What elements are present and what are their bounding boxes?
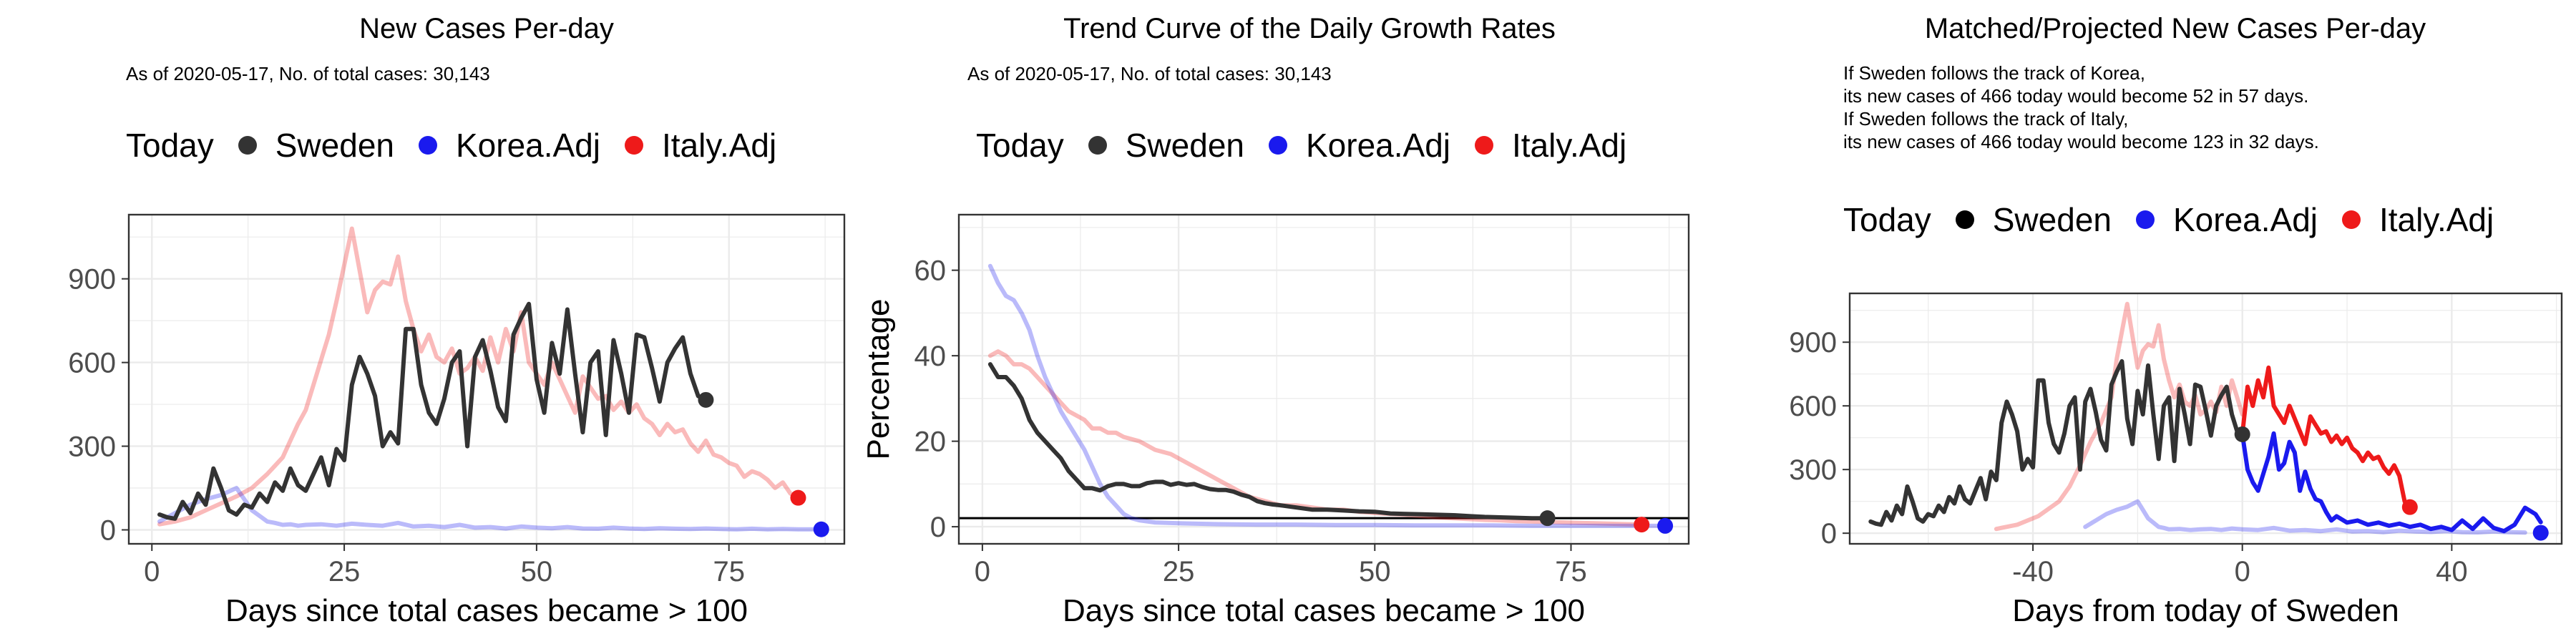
- legend-item-italy: Italy.Adj: [625, 126, 776, 165]
- y-tick-label: 900: [1789, 327, 1837, 358]
- series-line: [157, 486, 816, 532]
- legend-label: Italy.Adj: [2379, 201, 2494, 238]
- korea-dot-icon: [2135, 210, 2155, 229]
- series-line: [2083, 499, 2527, 535]
- sweden-dot-icon: [238, 136, 257, 155]
- projection-note-line: its new cases of 466 today would become …: [1843, 131, 2319, 152]
- legend-item-sweden: Sweden: [1088, 126, 1244, 165]
- chart-plot-growth-rates: 0 25 50 75 0 20 40 60 Days since total cases bec…: [861, 213, 1690, 628]
- series-line: [1868, 358, 2245, 527]
- series-line: [2240, 431, 2543, 534]
- y-axis-label: Percentage: [861, 298, 896, 459]
- legend-label: Sweden: [1992, 201, 2112, 238]
- today-point: [698, 391, 714, 408]
- today-point: [1634, 517, 1650, 533]
- series-line: [987, 349, 1644, 527]
- projection-note-line: If Sweden follows the track of Italy,: [1843, 108, 2129, 130]
- today-point: [2234, 426, 2250, 442]
- legend-label: Korea.Adj: [1305, 127, 1450, 164]
- legend-label: Italy.Adj: [662, 127, 777, 164]
- x-tick-label: 25: [1163, 556, 1195, 587]
- legend-title: Today: [126, 127, 214, 164]
- x-tick-label: 75: [713, 556, 745, 587]
- legend-label: Sweden: [275, 127, 394, 164]
- projection-note-line: If Sweden follows the track of Korea,: [1843, 62, 2145, 84]
- series-line: [987, 263, 1668, 528]
- x-tick-label: 50: [521, 556, 553, 587]
- chart-plot-new-cases: 0 25 50 75 0 300 600 900 Days since total cases …: [68, 213, 846, 628]
- chart-legend: Today Sweden Korea.Adj Italy.Adj: [126, 126, 801, 165]
- y-tick-label: 900: [68, 264, 116, 296]
- legend-title: Today: [1843, 201, 1931, 238]
- today-point: [2401, 499, 2418, 515]
- panel-projected: Matched/Projected New Cases Per-day If S…: [1717, 0, 2576, 644]
- chart-plot-projected: -40 0 40 0 300 600 900 Days from today of Swede…: [1789, 292, 2563, 628]
- series-line: [1994, 301, 2245, 532]
- plot-border: [957, 213, 1690, 545]
- italy-dot-icon: [1475, 136, 1493, 155]
- y-tick-label: 40: [914, 341, 947, 372]
- today-point: [813, 521, 829, 537]
- sweden-dot-icon: [1088, 136, 1107, 155]
- chart-title: Matched/Projected New Cases Per-day: [1924, 13, 2426, 44]
- y-tick-label: 0: [100, 515, 116, 547]
- legend-label: Italy.Adj: [1512, 127, 1627, 164]
- legend-label: Sweden: [1125, 127, 1244, 164]
- x-tick-label: -40: [2012, 556, 2054, 587]
- legend-title: Today: [976, 127, 1064, 164]
- chart-legend: Today Sweden Korea.Adj Italy.Adj: [1843, 200, 2518, 239]
- legend-item-sweden: Sweden: [238, 126, 394, 165]
- legend-item-sweden: Sweden: [1955, 200, 2112, 239]
- y-tick-label: 600: [1789, 391, 1837, 422]
- chart-subtitle: As of 2020-05-17, No. of total cases: 30…: [967, 63, 1332, 84]
- legend-item-korea: Korea.Adj: [418, 126, 600, 165]
- x-axis-label: Days since total cases became > 100: [1063, 593, 1585, 628]
- series-line: [2240, 365, 2412, 509]
- legend-item-italy: Italy.Adj: [2342, 200, 2494, 239]
- plot-border: [1848, 292, 2563, 545]
- projection-notes: If Sweden follows the track of Korea, it…: [1843, 62, 2319, 153]
- legend-item-korea: Korea.Adj: [2135, 200, 2318, 239]
- legend-item-korea: Korea.Adj: [1268, 126, 1450, 165]
- y-tick-label: 60: [914, 255, 947, 287]
- italy-dot-icon: [625, 136, 643, 155]
- x-tick-label: 25: [328, 556, 361, 587]
- y-tick-label: 600: [68, 348, 116, 379]
- y-tick-label: 300: [1789, 454, 1837, 486]
- projection-note-line: its new cases of 466 today would become …: [1843, 85, 2309, 107]
- today-point: [1657, 517, 1674, 534]
- legend-label: Korea.Adj: [455, 127, 600, 164]
- today-point: [790, 489, 806, 506]
- korea-dot-icon: [1268, 136, 1287, 155]
- chart-subtitle: As of 2020-05-17, No. of total cases: 30…: [126, 63, 490, 84]
- x-tick-label: 0: [2235, 556, 2250, 587]
- x-tick-label: 50: [1359, 556, 1391, 587]
- x-axis-label: Days from today of Sweden: [2012, 593, 2399, 628]
- legend-item-italy: Italy.Adj: [1475, 126, 1626, 165]
- chart-legend: Today Sweden Korea.Adj Italy.Adj: [976, 126, 1651, 165]
- series-line: [987, 362, 1550, 521]
- panel-new-cases: New Cases Per-day As of 2020-05-17, No. …: [0, 0, 859, 644]
- y-tick-label: 0: [930, 512, 946, 543]
- x-tick-label: 75: [1555, 556, 1587, 587]
- y-tick-label: 20: [914, 426, 947, 458]
- plot-border: [127, 213, 846, 545]
- x-tick-label: 0: [975, 556, 990, 587]
- korea-dot-icon: [418, 136, 437, 155]
- italy-dot-icon: [2342, 210, 2361, 229]
- y-tick-label: 300: [68, 431, 116, 463]
- x-tick-label: 40: [2436, 556, 2468, 587]
- legend-label: Korea.Adj: [2172, 201, 2318, 238]
- panel-growth-rates: Trend Curve of the Daily Growth Rates As…: [859, 0, 1717, 644]
- today-point: [2532, 525, 2549, 541]
- series-line: [157, 226, 801, 527]
- series-line: [157, 301, 708, 521]
- x-tick-label: 0: [144, 556, 160, 587]
- today-point: [1539, 510, 1556, 527]
- sweden-dot-icon: [1955, 210, 1974, 229]
- chart-title: Trend Curve of the Daily Growth Rates: [1063, 13, 1556, 44]
- y-tick-label: 0: [1821, 518, 1837, 550]
- x-axis-label: Days since total cases became > 100: [225, 593, 748, 628]
- chart-title: New Cases Per-day: [359, 13, 614, 44]
